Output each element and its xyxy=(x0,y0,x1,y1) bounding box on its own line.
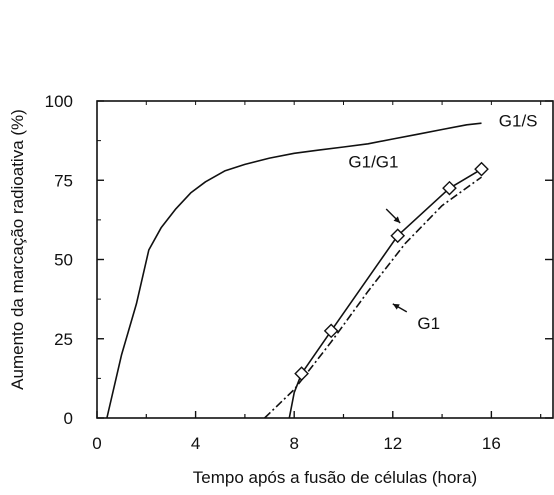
y-tick-label: 50 xyxy=(54,251,73,270)
data-point-g1-g1 xyxy=(390,228,406,244)
x-tick-label: 0 xyxy=(92,434,101,453)
series-label: G1 xyxy=(417,314,440,333)
data-point-g1-g1 xyxy=(294,366,309,381)
x-tick-label: 8 xyxy=(289,434,298,453)
y-tick-label: 25 xyxy=(54,330,73,349)
x-tick-label: 4 xyxy=(191,434,200,453)
series-line-g1-g1 xyxy=(288,168,482,419)
series-label: G1/S xyxy=(499,111,538,130)
annotation-arrow-head xyxy=(392,303,400,310)
data-point-g1-g1 xyxy=(474,161,489,177)
y-tick-label: 100 xyxy=(45,92,73,111)
x-tick-label: 12 xyxy=(383,434,402,453)
series-line-g1 xyxy=(264,176,482,419)
y-axis-label: Aumento da marcação radioativa (%) xyxy=(8,109,27,390)
series-label: G1/G1 xyxy=(348,153,398,172)
annotation-arrow-head xyxy=(393,216,401,224)
y-tick-label: 0 xyxy=(64,409,73,428)
x-tick-label: 16 xyxy=(482,434,501,453)
x-axis-label: Tempo após a fusão de células (hora) xyxy=(193,468,477,487)
data-point-g1-g1 xyxy=(442,180,457,196)
series-line-g1-s xyxy=(106,122,482,419)
y-tick-label: 75 xyxy=(54,171,73,190)
data-point-g1-g1 xyxy=(323,323,339,339)
